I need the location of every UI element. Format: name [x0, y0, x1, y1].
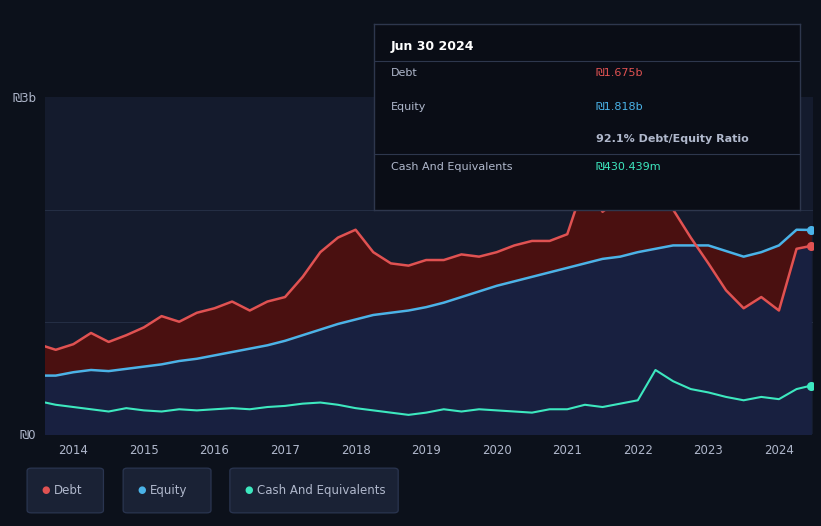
- Text: Cash And Equivalents: Cash And Equivalents: [391, 162, 512, 172]
- Text: Debt: Debt: [391, 68, 417, 78]
- Text: ●: ●: [245, 485, 253, 495]
- Text: Debt: Debt: [54, 484, 83, 497]
- Text: Cash And Equivalents: Cash And Equivalents: [257, 484, 386, 497]
- Text: 92.1% Debt/Equity Ratio: 92.1% Debt/Equity Ratio: [595, 134, 748, 144]
- Text: ₪430.439m: ₪430.439m: [595, 162, 661, 172]
- Text: Equity: Equity: [150, 484, 188, 497]
- Text: ●: ●: [138, 485, 146, 495]
- Text: Jun 30 2024: Jun 30 2024: [391, 41, 475, 54]
- Text: ₪1.675b: ₪1.675b: [595, 68, 643, 78]
- Text: ₪1.818b: ₪1.818b: [595, 102, 643, 112]
- Text: Equity: Equity: [391, 102, 426, 112]
- Text: ●: ●: [42, 485, 50, 495]
